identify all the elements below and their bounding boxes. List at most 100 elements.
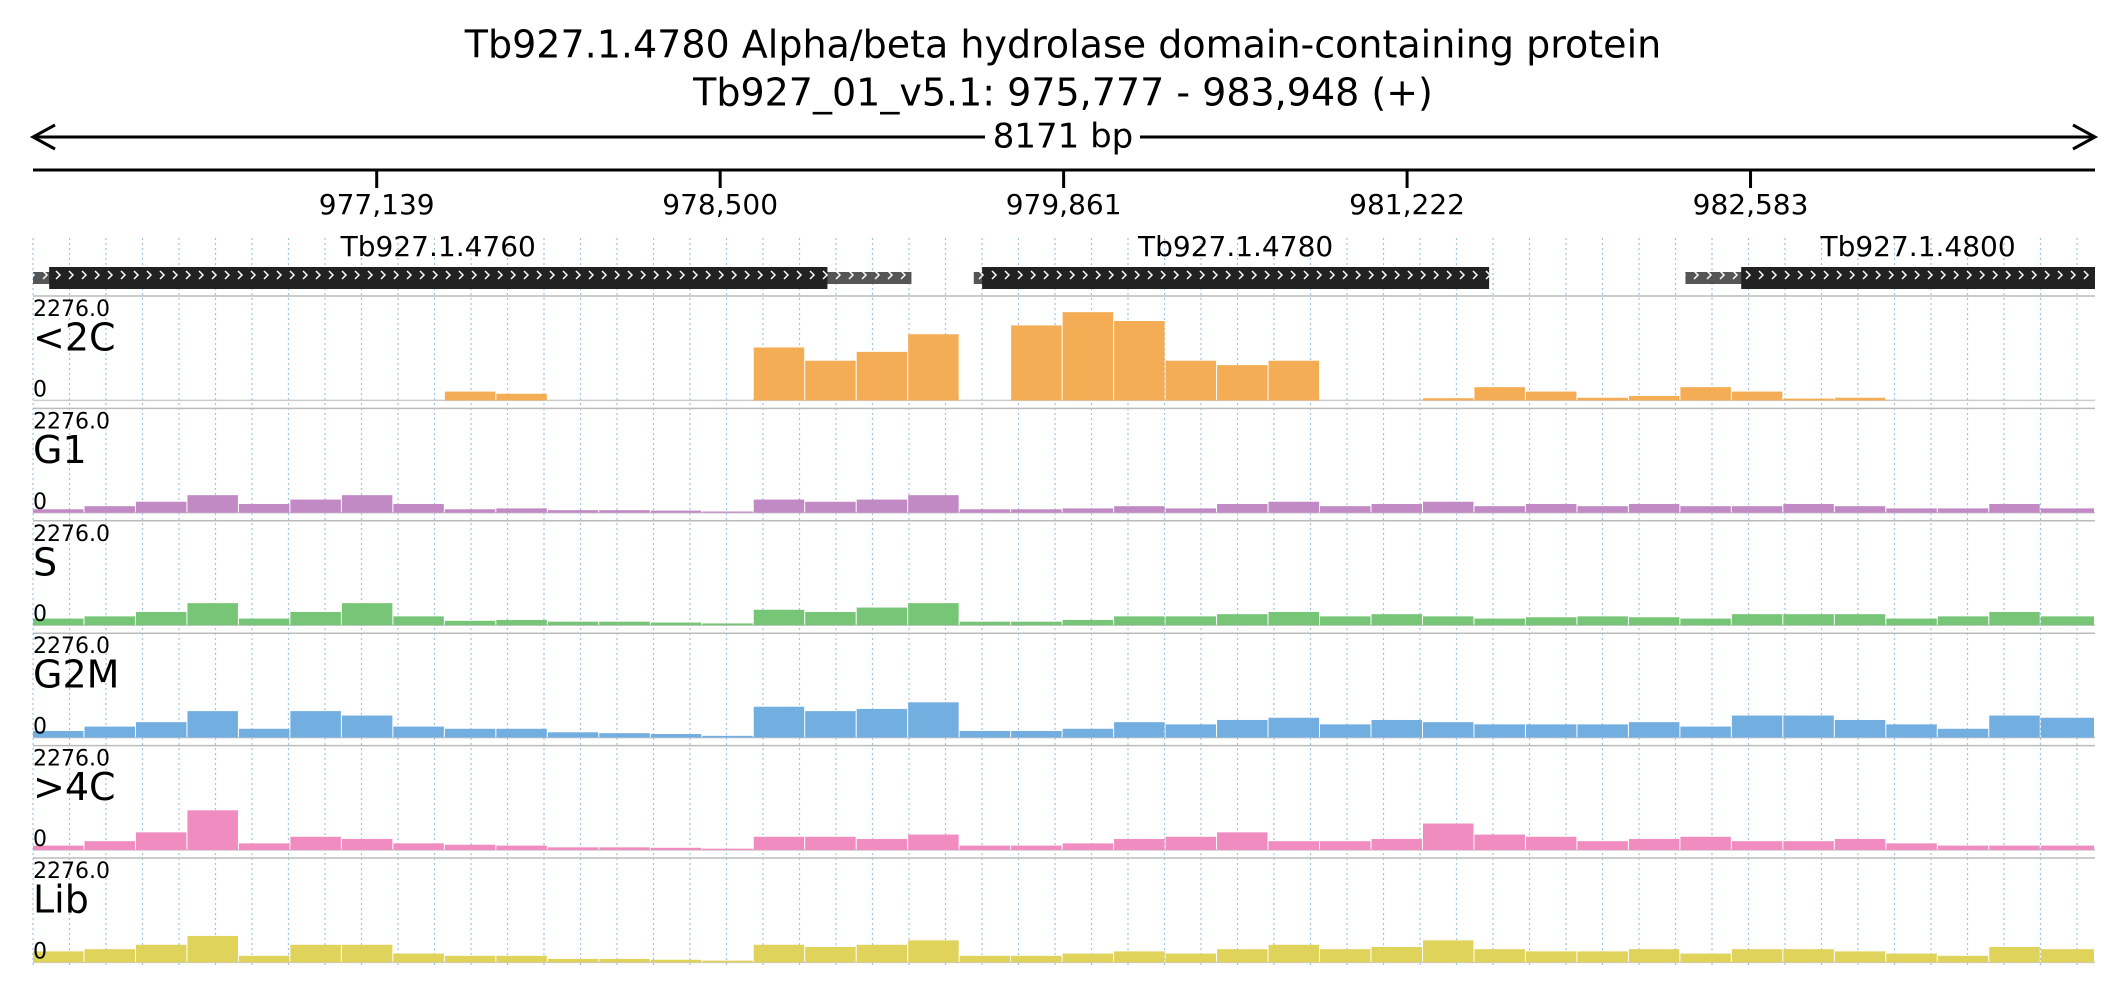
coverage-bar xyxy=(1422,940,1474,963)
coverage-bar xyxy=(753,609,805,626)
coverage-bar xyxy=(1680,836,1731,850)
coverage-bar xyxy=(702,735,753,738)
coverage-bar xyxy=(1783,841,1834,850)
coverage-bar xyxy=(1628,395,1680,401)
coverage-bar xyxy=(908,940,959,963)
coverage-bar xyxy=(1937,508,1989,513)
coverage-bar xyxy=(187,495,238,513)
coverage-bar xyxy=(1422,616,1474,626)
coverage-bar xyxy=(1989,845,2040,850)
coverage-bar xyxy=(1217,365,1268,401)
coverage-bar xyxy=(393,726,444,738)
coverage-bar xyxy=(1011,730,1062,738)
coverage-bar xyxy=(1525,617,1577,626)
track-name: G2M xyxy=(33,653,119,697)
coverage-bar xyxy=(547,621,599,626)
span-arrow xyxy=(29,123,2099,151)
coverage-bar xyxy=(496,393,547,401)
coverage-bar xyxy=(1422,722,1474,738)
coverage-bar xyxy=(908,495,959,513)
coverage-bar xyxy=(1886,724,1937,738)
gene-label: Tb927.1.4760 xyxy=(340,230,536,263)
coverage-bar xyxy=(444,620,496,626)
y-tick-label: 2276.0 xyxy=(33,297,110,322)
coverage-bar xyxy=(1937,845,1989,850)
coverage-bar xyxy=(1680,506,1731,513)
coverage-bar xyxy=(1628,503,1680,513)
coverage-bar xyxy=(1937,728,1989,738)
coverage-bar xyxy=(1731,506,1783,513)
coverage-bar xyxy=(1731,391,1783,401)
coverage-bar xyxy=(1680,387,1731,401)
coverage-bar xyxy=(1628,949,1680,963)
coverage-bar xyxy=(599,621,650,626)
coverage-bar xyxy=(1217,503,1268,513)
coverage-bar xyxy=(1937,955,1989,963)
coverage-bar xyxy=(599,958,650,963)
coverage-bar xyxy=(238,728,290,738)
coverage-bar xyxy=(1989,946,2040,963)
coverage-bar xyxy=(33,845,84,850)
y-tick-label: 0 xyxy=(33,715,47,740)
coverage-bar xyxy=(1628,617,1680,626)
coverage-bar xyxy=(547,958,599,963)
coverage-bar xyxy=(1989,503,2040,513)
x-tick-label: 979,861 xyxy=(1006,188,1122,221)
coverage-bar xyxy=(959,621,1011,626)
coverage-bar xyxy=(135,722,187,738)
x-tick-label: 981,222 xyxy=(1349,188,1465,221)
y-tick-label: 0 xyxy=(33,602,47,627)
coverage-bar xyxy=(1062,312,1114,401)
coverage-bar xyxy=(959,955,1011,963)
coverage-bar xyxy=(1731,841,1783,850)
coverage-bar xyxy=(1114,506,1165,513)
coverage-bar xyxy=(1371,614,1422,626)
coverage-bar xyxy=(135,832,187,850)
coverage-bar xyxy=(1114,320,1165,401)
coverage-bar xyxy=(444,391,496,401)
coverage-bar xyxy=(856,607,908,626)
y-tick-label: 2276.0 xyxy=(33,859,110,884)
coverage-bar xyxy=(1783,503,1834,513)
coverage-bar xyxy=(1114,838,1165,850)
coverage-bar xyxy=(1422,398,1474,401)
coverage-bar xyxy=(1525,724,1577,738)
coverage-bar xyxy=(444,509,496,513)
coverage-bar xyxy=(856,944,908,963)
coverage-bar xyxy=(1217,614,1268,626)
coverage-bar xyxy=(1062,728,1114,738)
y-tick-label: 0 xyxy=(33,490,47,515)
coverage-bar xyxy=(805,360,856,401)
coverage-bar xyxy=(856,351,908,401)
coverage-bar xyxy=(238,503,290,513)
coverage-bar xyxy=(547,510,599,513)
coverage-bar xyxy=(1577,724,1628,738)
coverage-bar xyxy=(33,509,84,513)
coverage-bar xyxy=(187,935,238,963)
coverage-bar xyxy=(1783,715,1834,738)
gene-strand xyxy=(33,267,912,289)
coverage-bar xyxy=(2040,949,2094,963)
coverage-bar xyxy=(1731,715,1783,738)
coverage-bar xyxy=(1680,618,1731,626)
coverage-bar xyxy=(187,711,238,738)
coverage-bar xyxy=(753,836,805,850)
coverage-bar xyxy=(135,944,187,963)
coverage-bar xyxy=(341,838,393,850)
coverage-bar xyxy=(753,347,805,401)
coverage-bar xyxy=(341,715,393,738)
coverage-bar xyxy=(1011,955,1062,963)
coverage-bar xyxy=(1422,823,1474,850)
coverage-bar xyxy=(1834,397,1886,401)
x-tick-label: 978,500 xyxy=(662,188,778,221)
coverage-bar xyxy=(1371,503,1422,513)
coverage-bar xyxy=(1165,953,1217,963)
y-tick-label: 2276.0 xyxy=(33,747,110,772)
coverage-bar xyxy=(1114,722,1165,738)
gene-strand xyxy=(973,267,1490,289)
span-label: 8171 bp xyxy=(993,117,1134,157)
coverage-bar xyxy=(84,726,135,738)
coverage-bar xyxy=(599,510,650,513)
coverage-bar xyxy=(444,955,496,963)
coverage-bar xyxy=(1731,949,1783,963)
